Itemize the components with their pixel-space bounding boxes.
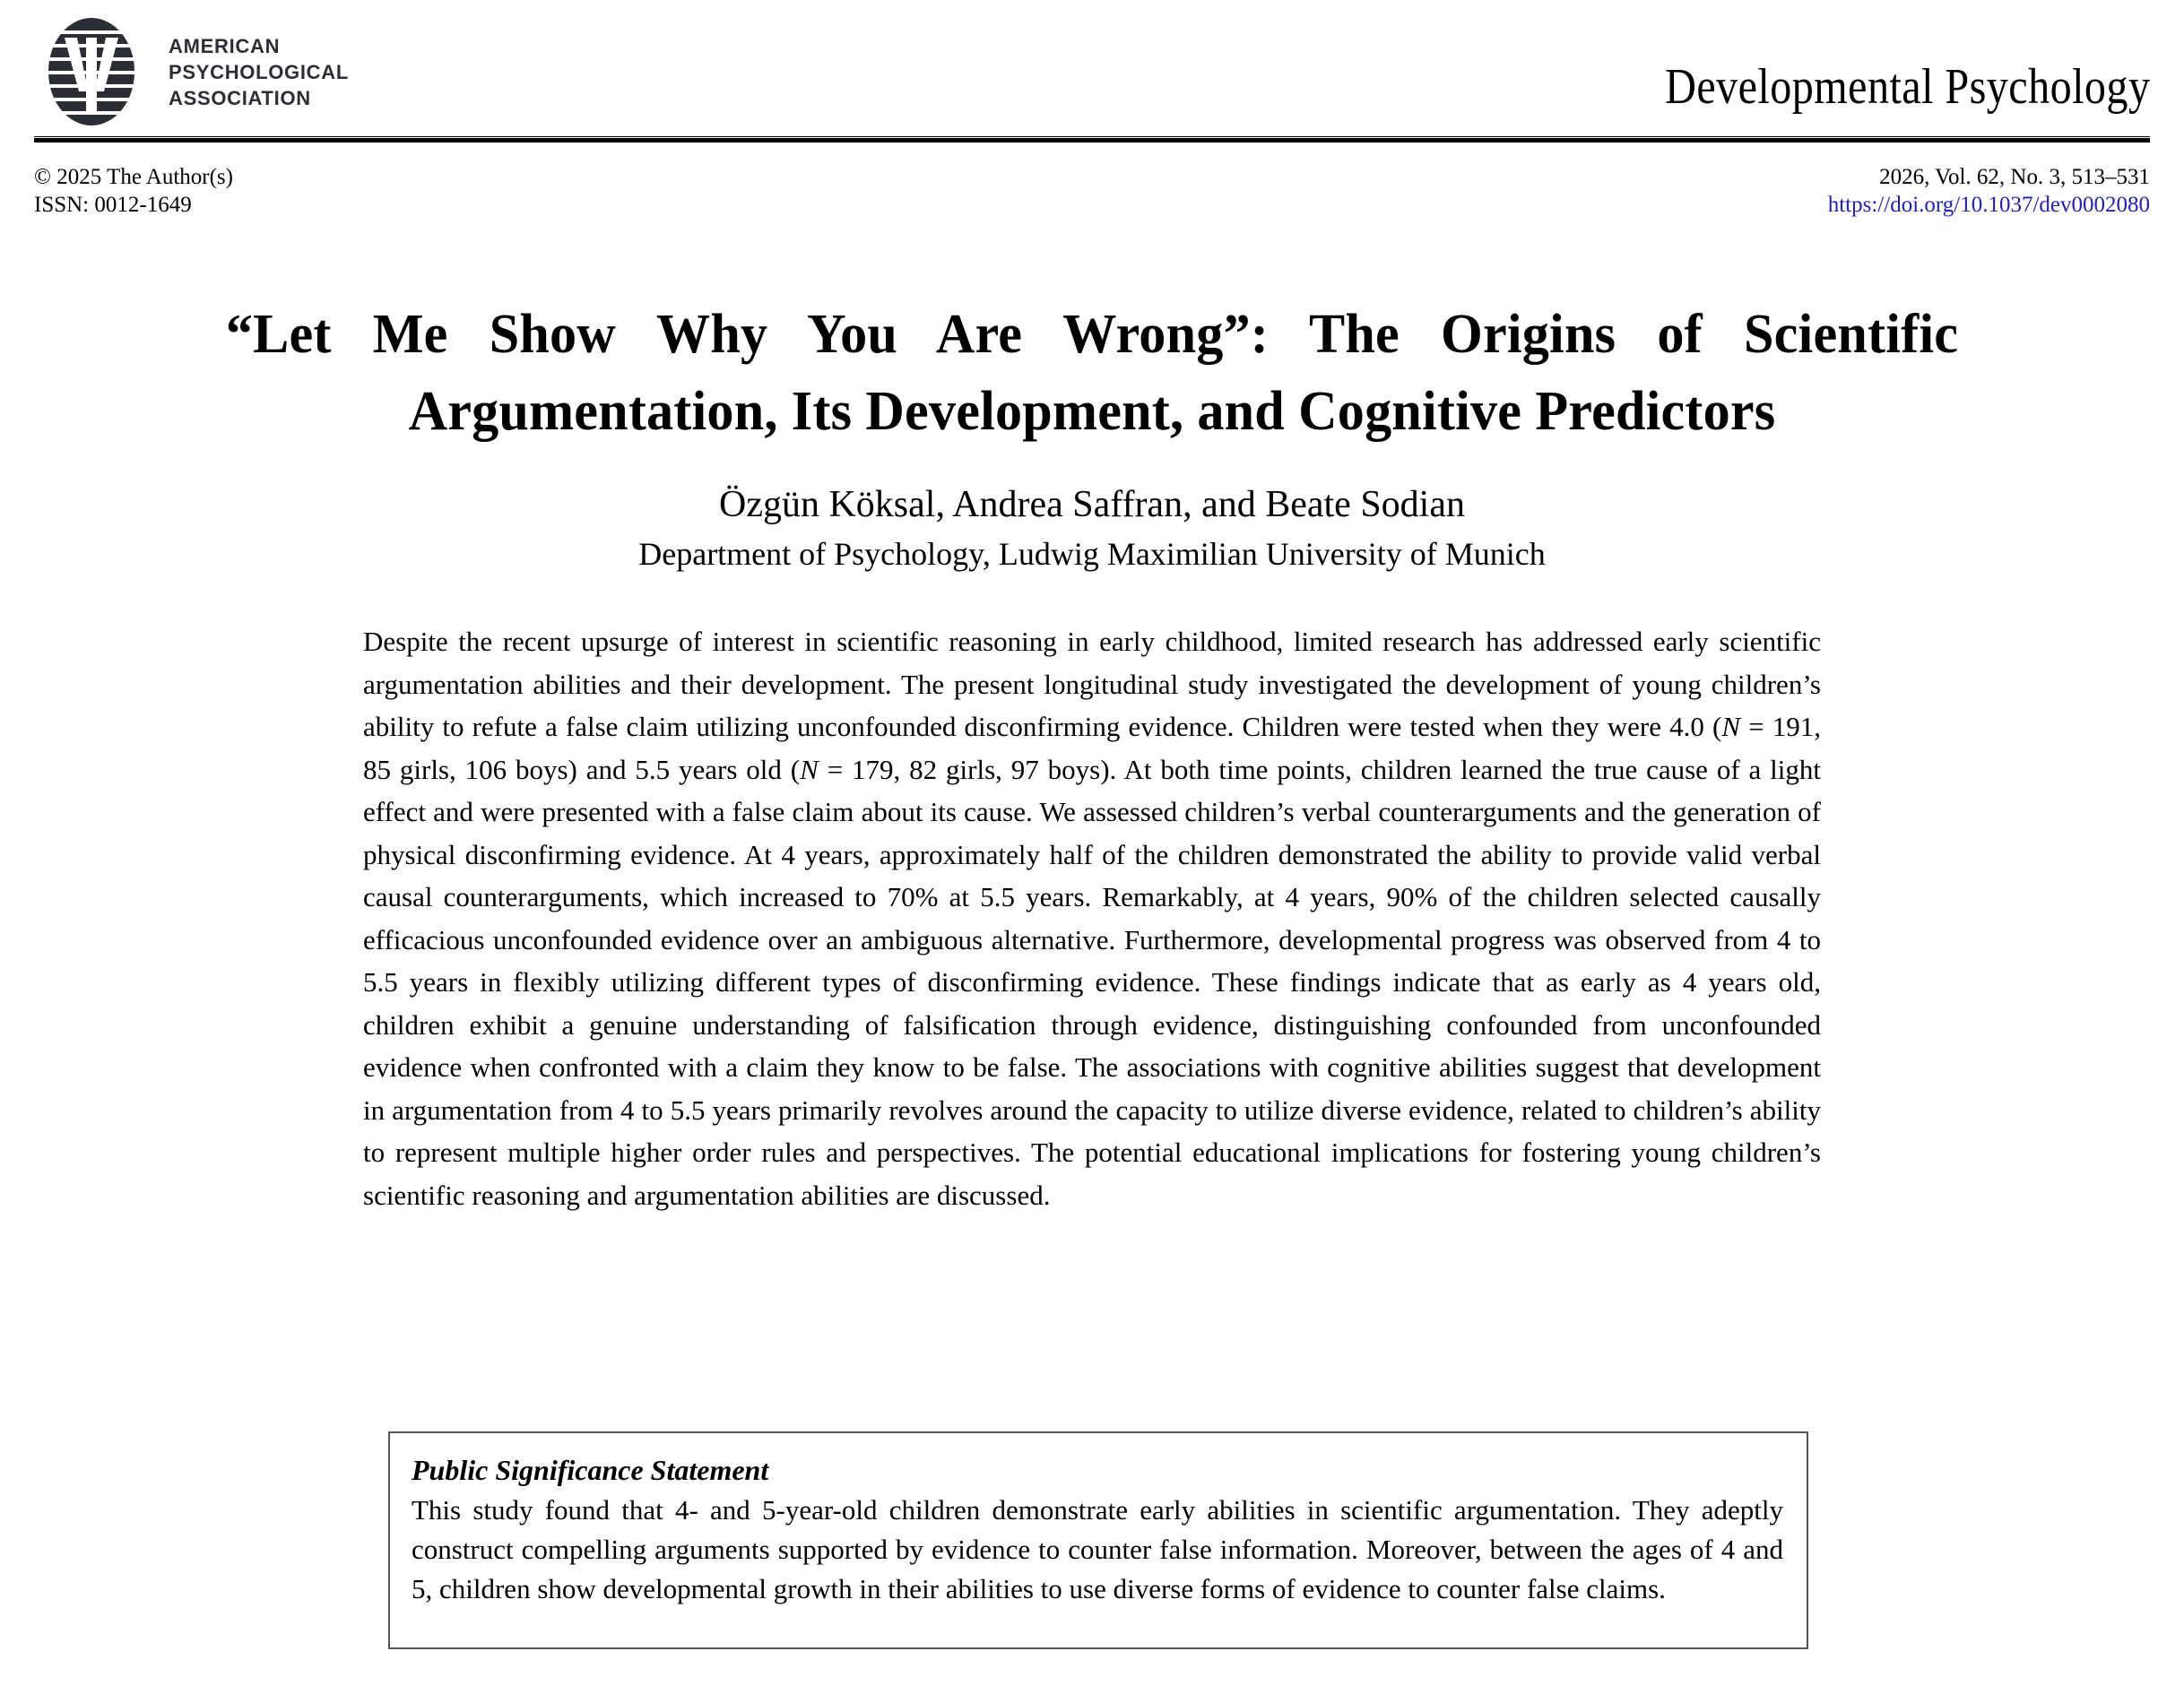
apa-brand: AMERICAN PSYCHOLOGICAL ASSOCIATION <box>34 14 349 129</box>
public-significance-body: This study found that 4- and 5-year-old … <box>412 1494 1783 1604</box>
author-list: Özgün Köksal, Andrea Saffran, and Beate … <box>718 484 1465 525</box>
abstract: Despite the recent upsurge of interest i… <box>363 620 1821 1216</box>
volume-block: 2026, Vol. 62, No. 3, 513–531 https://do… <box>1828 163 2150 219</box>
issn-text: ISSN: 0012-1649 <box>34 193 192 217</box>
issue-metadata-bar: © 2025 The Author(s) ISSN: 0012-1649 202… <box>34 163 2150 219</box>
paper-title-line-2: Argumentation, Its Development, and Cogn… <box>408 381 1776 442</box>
abstract-segment-3: = 179, 82 girls, 97 boys). At both time … <box>363 753 1821 1211</box>
apa-organization-name: AMERICAN PSYCHOLOGICAL ASSOCIATION <box>169 33 349 111</box>
paper-title-line-1: “Let Me Show Why You Are Wrong”: The Ori… <box>225 304 1959 365</box>
copyright-text: © 2025 The Author(s) <box>34 165 233 189</box>
masthead: AMERICAN PSYCHOLOGICAL ASSOCIATION Devel… <box>0 0 2184 143</box>
apa-org-line-1: AMERICAN <box>169 34 281 57</box>
article-header: “Let Me Show Why You Are Wrong”: The Ori… <box>0 296 2184 1216</box>
apa-org-line-3: ASSOCIATION <box>169 86 311 109</box>
affiliation: Department of Psychology, Ludwig Maximil… <box>638 536 1546 572</box>
apa-org-line-2: PSYCHOLOGICAL <box>169 60 349 83</box>
abstract-n-symbol-2: N <box>800 753 819 785</box>
volume-issue-pages: 2026, Vol. 62, No. 3, 513–531 <box>1879 165 2150 189</box>
page-title: “Let Me Show Why You Are Wrong”: The Ori… <box>196 296 1988 450</box>
public-significance-statement-box: Public Significance Statement This study… <box>388 1431 1808 1649</box>
masthead-divider <box>34 136 2150 143</box>
doi-link[interactable]: https://doi.org/10.1037/dev0002080 <box>1827 193 2150 217</box>
abstract-segment-1: Despite the recent upsurge of interest i… <box>363 626 1821 742</box>
journal-title: Developmental Psychology <box>1664 59 2150 115</box>
apa-psi-logo-icon <box>34 14 149 129</box>
abstract-n-symbol-1: N <box>1721 711 1740 742</box>
copyright-block: © 2025 The Author(s) ISSN: 0012-1649 <box>34 163 233 219</box>
public-significance-heading: Public Significance Statement <box>412 1454 769 1486</box>
abstract-segment-2: = 191, 85 girls, 106 boys) and 5.5 years… <box>363 711 1821 785</box>
